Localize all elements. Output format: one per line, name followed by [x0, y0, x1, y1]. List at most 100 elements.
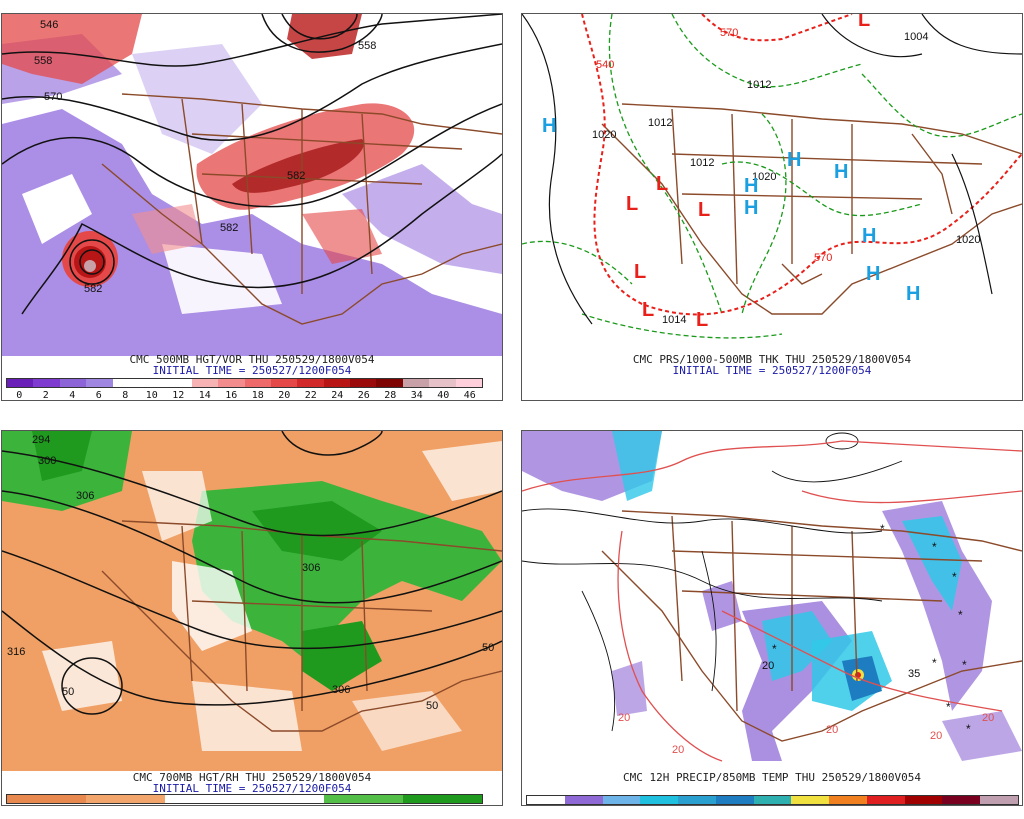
high-pressure-marker: H: [744, 197, 758, 219]
colorbar-swatch: [350, 379, 377, 387]
high-pressure-marker: H: [906, 283, 920, 305]
colorbar-tick-label: 400: [972, 805, 990, 806]
contour-label: 306: [302, 562, 320, 574]
svg-text:*: *: [946, 700, 951, 714]
panel-title: CMC PRS/1000-500MB THK THU 250529/1800V0…: [632, 353, 912, 366]
colorbar-swatch: [86, 795, 166, 803]
colorbar-tick-label: 12: [172, 390, 185, 401]
colorbar-tick-label: 8: [122, 390, 129, 401]
colorbar-tick-label: 10: [145, 390, 158, 401]
colorbar-tick-label: 6: [95, 390, 102, 401]
svg-text:*: *: [772, 642, 777, 656]
colorbar-tick-label: 40: [437, 390, 450, 401]
isobar-label: 1020: [956, 234, 980, 246]
colorbar-tick-label: 24: [331, 390, 344, 401]
svg-text:*: *: [962, 658, 967, 672]
colorbar-swatch: [980, 796, 1018, 804]
pressure-map: 1004 1012 1020 1012 1012 1020 1020 1014 …: [522, 14, 1022, 339]
colorbar-swatch: [270, 379, 298, 387]
temp-label: 20: [982, 712, 994, 724]
colorbar-swatch: [33, 379, 60, 387]
colorbar-swatch: [7, 795, 87, 803]
isobar-label: 1012: [747, 79, 771, 91]
svg-text:*: *: [932, 540, 937, 554]
colorbar-tick-label: 175: [858, 805, 876, 806]
colorbar-swatch: [244, 795, 324, 803]
temp-label: 20: [762, 660, 774, 672]
colorbar-swatch: [942, 796, 981, 804]
colorbar-tick-label: 70: [318, 804, 330, 805]
contour-label: 306: [332, 684, 350, 696]
colorbar-tick-label: 0: [16, 390, 23, 401]
colorbar-tick-label: 30: [159, 804, 171, 805]
contour-label: 50: [482, 642, 494, 654]
high-pressure-marker: H: [787, 149, 801, 171]
contour-label: 50: [426, 700, 438, 712]
colorbar-tick-label: 10: [79, 804, 91, 805]
colorbar-tick-label: 20: [278, 390, 291, 401]
high-pressure-marker: H: [744, 175, 758, 197]
colorbar-tick-label: 34: [410, 390, 423, 401]
contour-label: 50: [62, 686, 74, 698]
colorbar-tick-label: 75: [710, 805, 722, 806]
colorbar-swatch: [323, 795, 403, 803]
colorbar-swatch: [455, 379, 483, 387]
panel-precip-850temp: 20 20 20 20 20 20 35 * * * * * * * * * CMC 12H…: [521, 430, 1023, 806]
panel-500mb-vorticity: 546 558 570 558 582 582 582 CMC 500MB HG…: [1, 13, 503, 401]
temp-label: 20: [672, 744, 684, 756]
isobar-label: 1020: [752, 171, 776, 183]
colorbar-tick-label: 125: [782, 805, 800, 806]
isobar-label: 1004: [904, 31, 928, 43]
colorbar-swatch: [165, 795, 245, 803]
vorticity-map: 546 558 570 558 582 582 582: [2, 14, 502, 356]
contour-label: 558: [358, 40, 376, 52]
low-pressure-marker: L: [642, 299, 654, 321]
temp-label: 20: [826, 724, 838, 736]
colorbar-swatch: [866, 796, 905, 804]
temp-label: 35: [908, 668, 920, 680]
high-pressure-marker: H: [866, 263, 880, 285]
colorbar-tick-label: 25: [634, 805, 646, 806]
panel-title: CMC 500MB HGT/VOR THU 250529/1800V054: [129, 353, 375, 366]
colorbar-swatch: [323, 379, 351, 387]
colorbar-swatch: [138, 379, 166, 387]
colorbar-swatch: [640, 796, 679, 804]
colorbar-swatch: [402, 379, 430, 387]
colorbar-swatch: [527, 796, 565, 804]
low-pressure-marker: L: [656, 173, 668, 195]
colorbar-tick-label: 90: [397, 804, 409, 805]
colorbar-swatch: [829, 796, 867, 804]
colorbar-tick-label: 1: [561, 805, 567, 806]
thickness-label: 570: [720, 27, 738, 39]
colorbar-swatch: [7, 379, 34, 387]
thickness-label: 570: [814, 252, 832, 264]
colorbar-tick-label: 26: [357, 390, 370, 401]
colorbar-tick-label: 50: [672, 805, 684, 806]
colorbar-swatch: [904, 796, 943, 804]
colorbar-swatch: [376, 379, 403, 387]
colorbar-swatch: [218, 379, 245, 387]
isobar-label: 1012: [690, 157, 714, 169]
colorbar-swatch: [402, 795, 483, 803]
svg-text:*: *: [932, 656, 937, 670]
colorbar-swatch: [191, 379, 219, 387]
vorticity-colorbar: [6, 378, 483, 388]
rh-colorbar: [6, 794, 483, 804]
colorbar-tick-label: 300: [934, 805, 952, 806]
colorbar-swatch: [564, 796, 603, 804]
svg-text:*: *: [952, 570, 957, 584]
colorbar-tick-label: 14: [198, 390, 211, 401]
colorbar-swatch: [602, 796, 641, 804]
colorbar-swatch: [86, 379, 113, 387]
colorbar-tick-label: 100: [745, 805, 763, 806]
panel-title: CMC 12H PRECIP/850MB TEMP THU 250529/180…: [622, 771, 921, 784]
contour-label: 570: [44, 91, 62, 103]
high-pressure-marker: H: [834, 161, 848, 183]
colorbar-tick-label: 18: [251, 390, 264, 401]
high-pressure-marker: H: [862, 225, 876, 247]
colorbar-swatch: [244, 379, 271, 387]
thickness-label: 540: [596, 59, 614, 71]
colorbar-swatch: [59, 379, 87, 387]
colorbar-swatch: [715, 796, 754, 804]
colorbar-swatch: [429, 379, 456, 387]
